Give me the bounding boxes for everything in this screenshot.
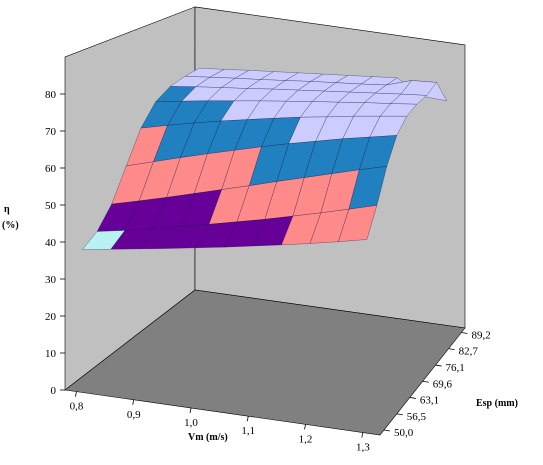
- floor: [64, 289, 466, 436]
- x-tick-label: 1,3: [356, 442, 370, 454]
- x-tick-label: 1,0: [184, 417, 198, 429]
- y-axis-title: Esp (mm): [476, 398, 518, 409]
- y-tick: [448, 348, 455, 351]
- y-tick-label: 89,2: [471, 329, 490, 341]
- x-tick-label: 1,2: [299, 433, 313, 445]
- z-tick-label: 20: [45, 311, 57, 323]
- z-tick-label: 50: [45, 200, 57, 212]
- x-tick-label: 0,8: [70, 401, 84, 413]
- y-tick-label: 63,1: [420, 394, 439, 406]
- z-axis-title: η: [4, 204, 10, 215]
- y-tick-label: 50,0: [394, 427, 414, 439]
- y-tick: [435, 364, 442, 367]
- z-tick-label: 10: [45, 348, 57, 360]
- z-tick-label: 30: [45, 274, 57, 286]
- x-tick: [304, 424, 306, 430]
- x-tick-label: 1,1: [241, 425, 255, 437]
- z-axis-title: (%): [2, 220, 19, 231]
- y-tick: [409, 397, 416, 399]
- x-tick: [246, 416, 249, 422]
- x-tick: [361, 432, 364, 438]
- y-tick: [383, 429, 391, 432]
- x-axis-title: Vm (m/s): [188, 432, 228, 443]
- y-tick: [422, 380, 429, 383]
- labels: Vm (m/s) Esp (mm) η (%) 0 10 20 30 40 50 60 70 8…: [2, 89, 518, 454]
- y-tick-label: 56,5: [407, 411, 427, 423]
- y-tick: [461, 332, 468, 334]
- surface-cell: [338, 205, 378, 242]
- y-tick-label: 82,7: [459, 346, 479, 358]
- y-tick-label: 76,1: [446, 362, 465, 374]
- surface: [81, 67, 447, 250]
- y-tick-label: 69,6: [433, 378, 453, 390]
- x-tick: [189, 407, 192, 414]
- x-tick: [75, 391, 77, 397]
- z-tick-label: 60: [45, 163, 57, 175]
- x-tick-label: 0,9: [127, 409, 141, 421]
- z-tick-label: 40: [45, 237, 57, 249]
- z-tick-label: 70: [45, 126, 57, 138]
- x-tick: [132, 399, 135, 405]
- y-tick: [396, 413, 403, 416]
- z-tick-label: 0: [51, 385, 57, 397]
- z-tick-label: 80: [45, 89, 57, 101]
